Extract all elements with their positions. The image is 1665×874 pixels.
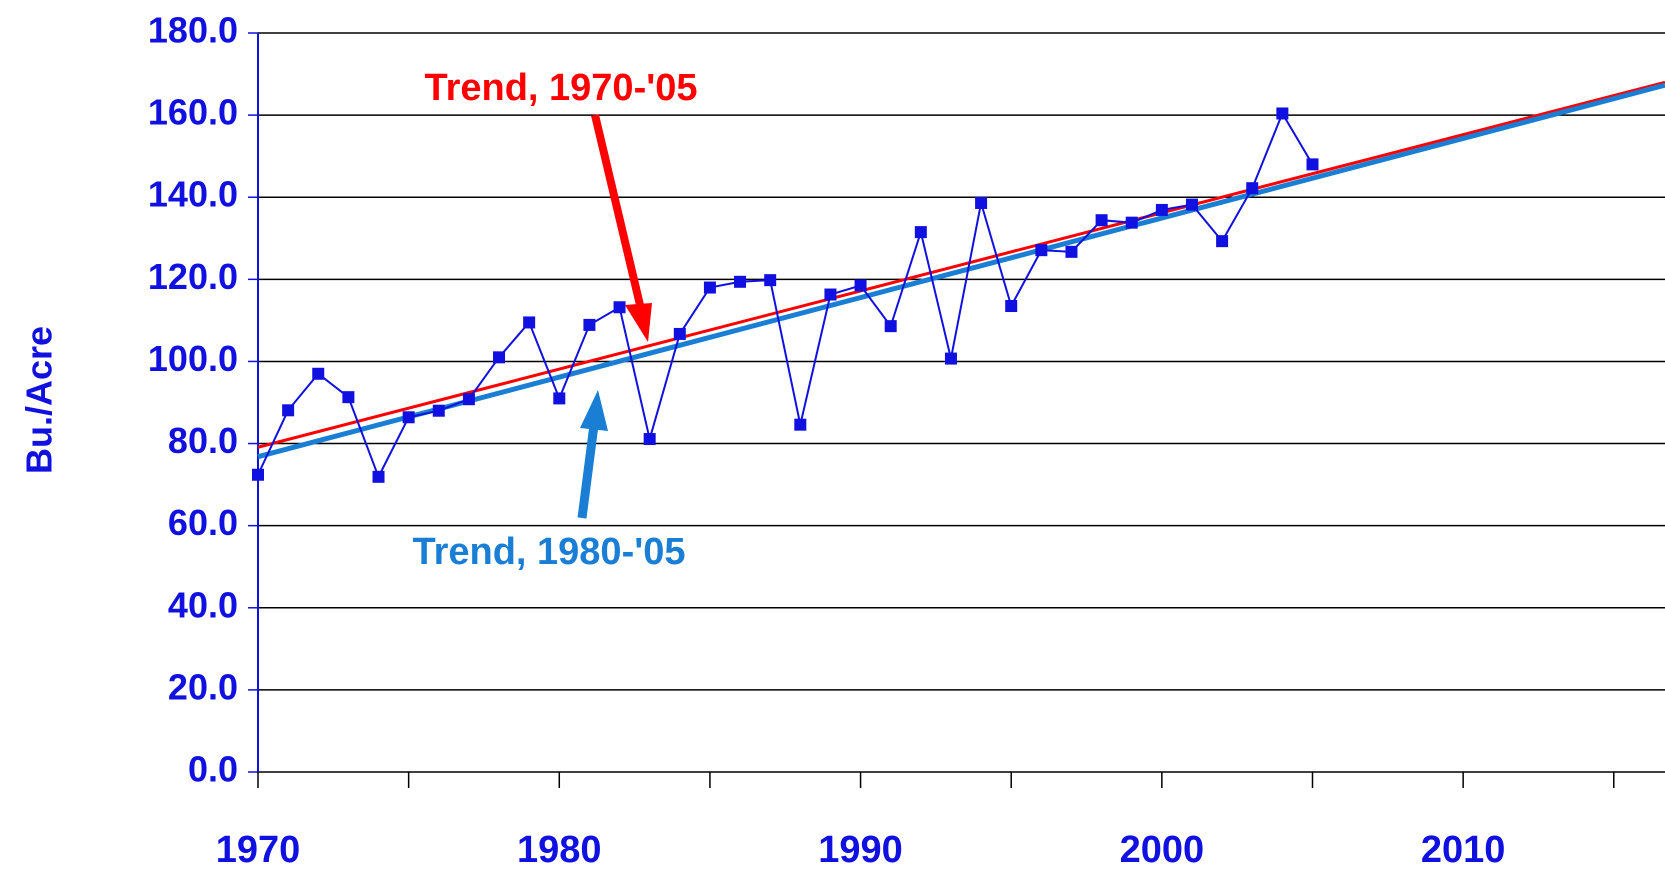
data-point [643,433,656,446]
data-point [1125,216,1138,229]
arrow-head [580,390,608,431]
x-tick-label: 1980 [517,829,602,871]
data-point [462,393,475,406]
data-point [553,392,566,405]
data-point [1216,235,1229,248]
data-point [282,404,295,417]
data-point [372,470,385,483]
data-point [884,320,897,333]
data-point [432,404,445,417]
data-point [703,281,716,294]
data-point [1306,158,1319,171]
data-line [257,80,1665,449]
data-point [673,327,686,340]
data-point [1155,203,1168,216]
arrow [577,424,599,519]
data-point [824,288,837,301]
annotation: Trend, 1980-'05 [412,531,685,573]
y-tick-label: 100.0 [148,338,238,379]
data-point [914,226,927,239]
y-tick-label: 20.0 [168,666,238,707]
y-tick-label: 40.0 [168,584,238,625]
data-point [975,196,988,209]
data-line [257,82,1665,460]
data-point [734,275,747,288]
x-tick-label: 1970 [216,829,301,871]
y-tick-label: 60.0 [168,502,238,543]
annotation: Trend, 1970-'05 [424,67,697,109]
x-tick-label: 2000 [1120,829,1205,871]
y-tick-label: 180.0 [148,10,238,51]
x-tick-label: 2010 [1421,829,1506,871]
plot-area: 0.0 20.0 40.0 60.0 80.0 100.0 120.0 140.0 160.0 1… [148,10,1665,871]
data-point [493,351,506,364]
data-point [402,411,415,424]
y-tick-label: 80.0 [168,420,238,461]
data-point [1246,182,1259,195]
y-tick-label: 0.0 [188,749,238,790]
data-point [1065,245,1078,258]
data-point [1095,214,1108,227]
data-point [794,418,807,431]
data-point [342,391,355,404]
x-tick-label: 1990 [818,829,903,871]
arrow-head [625,303,652,342]
data-point [1276,107,1289,120]
data-point [1035,244,1048,257]
data-point [1005,300,1018,313]
y-tick-label: 160.0 [148,92,238,133]
data-line [257,111,1314,480]
arrow [591,114,644,306]
data-point [523,316,536,329]
y-axis-label: Bu./Acre [19,326,60,474]
data-point [1185,198,1198,211]
data-point [854,279,867,292]
data-point [613,301,626,314]
data-point [944,352,957,365]
data-point [764,274,777,287]
data-point [312,367,325,380]
data-point [252,468,264,481]
y-tick-label: 120.0 [148,256,238,297]
data-point [583,318,596,331]
y-tick-label: 140.0 [148,174,238,215]
